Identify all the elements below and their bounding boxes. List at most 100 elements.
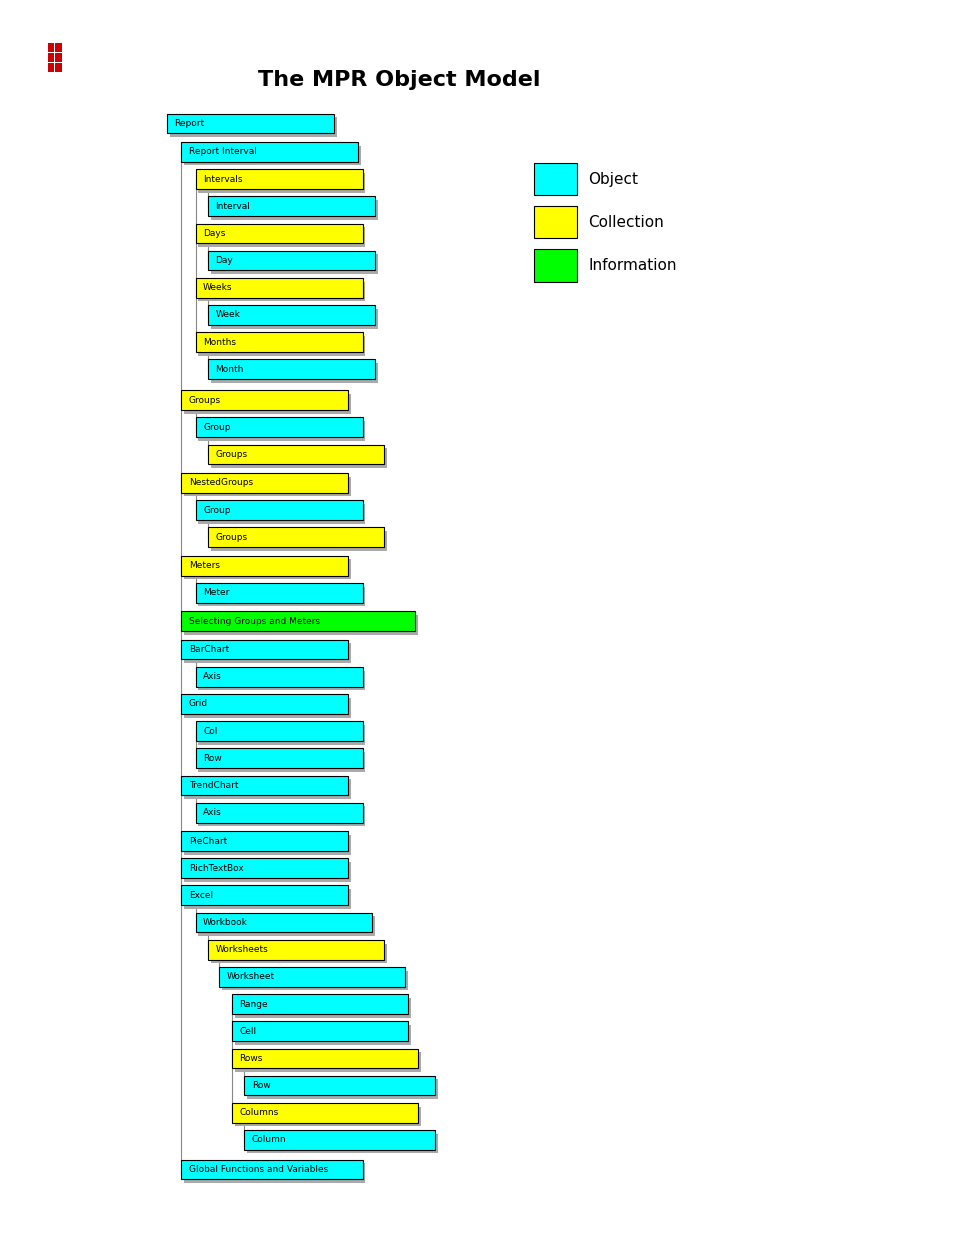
FancyBboxPatch shape <box>184 559 351 579</box>
FancyBboxPatch shape <box>184 835 351 855</box>
FancyBboxPatch shape <box>219 967 405 987</box>
FancyBboxPatch shape <box>211 944 387 963</box>
FancyBboxPatch shape <box>195 278 362 298</box>
FancyBboxPatch shape <box>211 363 377 383</box>
FancyBboxPatch shape <box>234 998 411 1018</box>
FancyBboxPatch shape <box>232 1049 417 1068</box>
Text: Groups: Groups <box>215 450 248 459</box>
Text: Rows: Rows <box>239 1053 263 1063</box>
FancyBboxPatch shape <box>184 394 351 414</box>
FancyBboxPatch shape <box>232 994 408 1014</box>
Text: Grid: Grid <box>189 699 208 709</box>
FancyBboxPatch shape <box>247 1134 437 1153</box>
FancyBboxPatch shape <box>195 583 362 603</box>
Text: Object: Object <box>588 172 638 186</box>
FancyBboxPatch shape <box>184 615 417 635</box>
FancyBboxPatch shape <box>184 477 351 496</box>
FancyBboxPatch shape <box>198 173 365 193</box>
FancyBboxPatch shape <box>534 206 577 238</box>
FancyBboxPatch shape <box>208 251 375 270</box>
FancyBboxPatch shape <box>198 336 365 356</box>
FancyBboxPatch shape <box>48 43 54 52</box>
FancyBboxPatch shape <box>244 1130 435 1150</box>
FancyBboxPatch shape <box>208 305 375 325</box>
Text: Meter: Meter <box>203 588 230 598</box>
FancyBboxPatch shape <box>198 806 365 826</box>
FancyBboxPatch shape <box>184 643 351 663</box>
FancyBboxPatch shape <box>208 359 375 379</box>
FancyBboxPatch shape <box>55 43 62 52</box>
FancyBboxPatch shape <box>48 63 54 72</box>
Text: Selecting Groups and Meters: Selecting Groups and Meters <box>189 616 319 626</box>
Text: Workbook: Workbook <box>203 918 248 927</box>
FancyBboxPatch shape <box>198 587 365 606</box>
Text: TrendChart: TrendChart <box>189 781 238 790</box>
FancyBboxPatch shape <box>234 1025 411 1045</box>
FancyBboxPatch shape <box>234 1052 420 1072</box>
FancyBboxPatch shape <box>167 114 334 133</box>
FancyBboxPatch shape <box>195 332 362 352</box>
FancyBboxPatch shape <box>198 227 365 247</box>
Text: Interval: Interval <box>215 201 251 211</box>
Text: BarChart: BarChart <box>189 645 229 655</box>
Text: Week: Week <box>215 310 240 320</box>
FancyBboxPatch shape <box>181 1160 362 1179</box>
FancyBboxPatch shape <box>211 448 387 468</box>
Text: Row: Row <box>203 753 222 763</box>
FancyBboxPatch shape <box>208 196 375 216</box>
Text: Column: Column <box>252 1135 286 1145</box>
FancyBboxPatch shape <box>55 63 62 72</box>
FancyBboxPatch shape <box>195 500 362 520</box>
FancyBboxPatch shape <box>48 53 54 62</box>
FancyBboxPatch shape <box>234 1107 420 1126</box>
Text: Axis: Axis <box>203 672 222 682</box>
Text: Group: Group <box>203 505 231 515</box>
Text: Groups: Groups <box>189 395 221 405</box>
FancyBboxPatch shape <box>232 1021 408 1041</box>
FancyBboxPatch shape <box>181 858 348 878</box>
FancyBboxPatch shape <box>195 667 362 687</box>
Text: Columns: Columns <box>239 1108 278 1118</box>
FancyBboxPatch shape <box>184 889 351 909</box>
FancyBboxPatch shape <box>195 748 362 768</box>
Text: Day: Day <box>215 256 233 266</box>
FancyBboxPatch shape <box>181 556 348 576</box>
Text: Weeks: Weeks <box>203 283 233 293</box>
Text: Worksheets: Worksheets <box>215 945 268 955</box>
FancyBboxPatch shape <box>198 282 365 301</box>
FancyBboxPatch shape <box>195 224 362 243</box>
FancyBboxPatch shape <box>170 117 336 137</box>
Text: The MPR Object Model: The MPR Object Model <box>257 70 539 90</box>
FancyBboxPatch shape <box>208 445 384 464</box>
FancyBboxPatch shape <box>211 309 377 329</box>
Text: Global Functions and Variables: Global Functions and Variables <box>189 1165 328 1174</box>
Text: Axis: Axis <box>203 808 222 818</box>
FancyBboxPatch shape <box>198 421 365 441</box>
Text: Cell: Cell <box>239 1026 256 1036</box>
FancyBboxPatch shape <box>195 417 362 437</box>
Text: Months: Months <box>203 337 236 347</box>
FancyBboxPatch shape <box>232 1103 417 1123</box>
Text: PieChart: PieChart <box>189 836 227 846</box>
FancyBboxPatch shape <box>222 971 408 990</box>
FancyBboxPatch shape <box>181 776 348 795</box>
FancyBboxPatch shape <box>211 254 377 274</box>
FancyBboxPatch shape <box>181 390 348 410</box>
FancyBboxPatch shape <box>195 169 362 189</box>
Text: Collection: Collection <box>588 215 663 230</box>
FancyBboxPatch shape <box>184 862 351 882</box>
FancyBboxPatch shape <box>184 779 351 799</box>
Text: NestedGroups: NestedGroups <box>189 478 253 488</box>
Text: Information: Information <box>588 258 677 273</box>
Text: Excel: Excel <box>189 890 213 900</box>
FancyBboxPatch shape <box>181 640 348 659</box>
FancyBboxPatch shape <box>184 146 360 165</box>
FancyBboxPatch shape <box>181 885 348 905</box>
FancyBboxPatch shape <box>181 694 348 714</box>
FancyBboxPatch shape <box>198 671 365 690</box>
FancyBboxPatch shape <box>534 249 577 282</box>
FancyBboxPatch shape <box>181 831 348 851</box>
Text: Report: Report <box>174 119 205 128</box>
Text: Intervals: Intervals <box>203 174 242 184</box>
FancyBboxPatch shape <box>208 527 384 547</box>
